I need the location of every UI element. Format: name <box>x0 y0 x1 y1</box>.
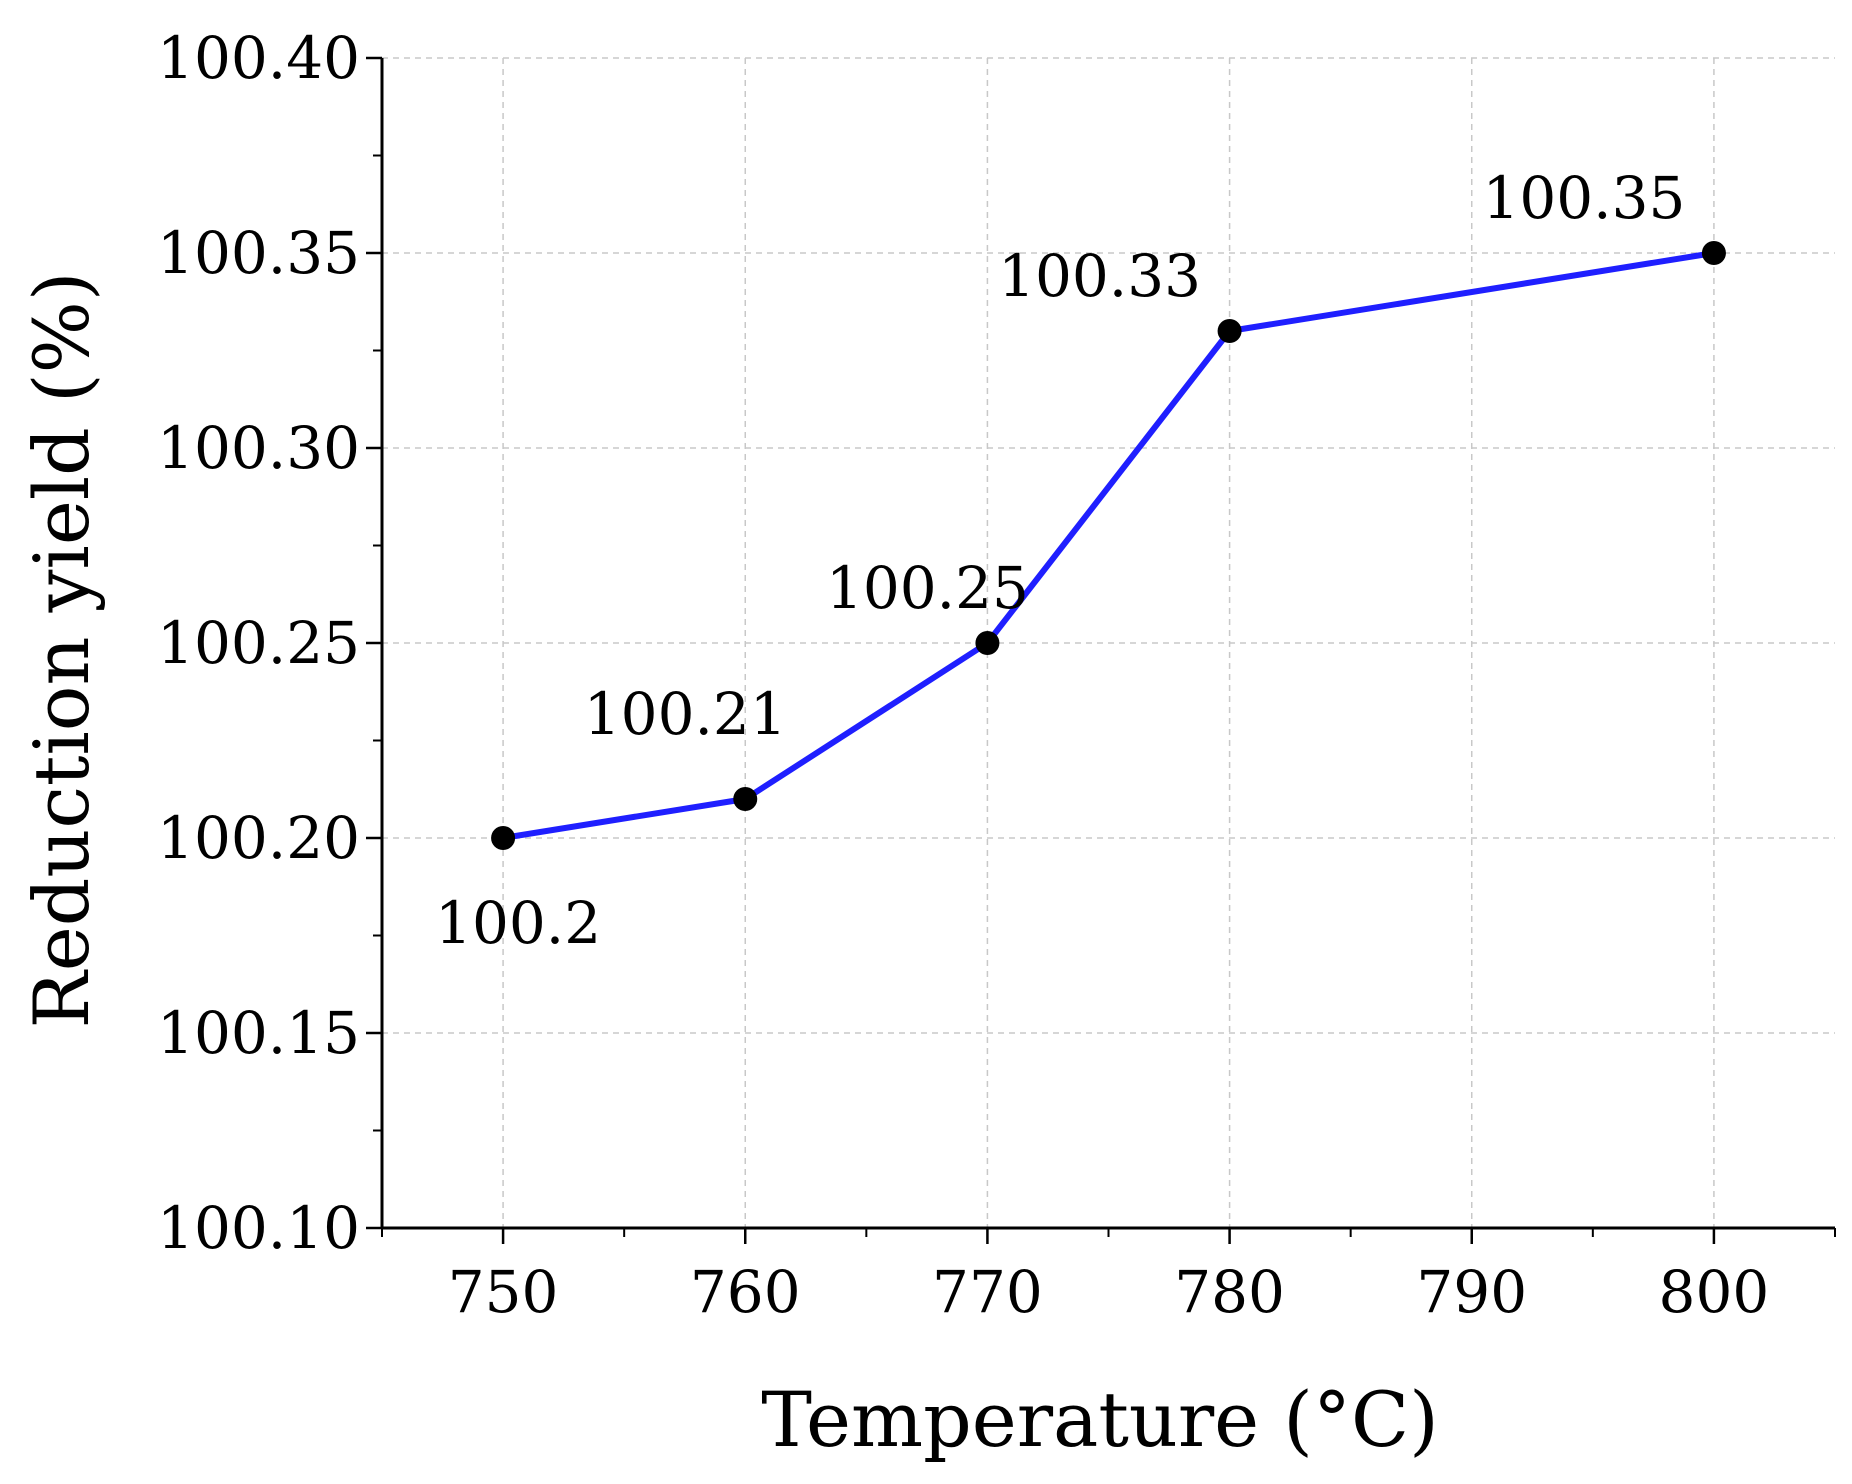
x-tick-label: 760 <box>690 1258 801 1326</box>
y-tick-label: 100.15 <box>157 999 360 1067</box>
data-point <box>733 787 757 811</box>
series-layer <box>491 241 1726 850</box>
y-tick-label: 100.40 <box>157 24 360 92</box>
data-point <box>1218 319 1242 343</box>
series-line <box>503 253 1714 838</box>
x-tick-label: 770 <box>932 1258 1043 1326</box>
x-axis-title: Temperature (°C) <box>761 1375 1439 1464</box>
y-axis-title: Reduction yield (%) <box>17 272 106 1029</box>
y-tick-label: 100.20 <box>157 804 360 872</box>
data-label: 100.2 <box>435 889 601 957</box>
data-label: 100.21 <box>584 680 787 748</box>
x-tick-label: 790 <box>1416 1258 1527 1326</box>
y-tick-label: 100.30 <box>157 414 360 482</box>
data-point <box>975 631 999 655</box>
y-tick-label: 100.35 <box>157 219 360 287</box>
x-tick-label: 800 <box>1659 1258 1770 1326</box>
data-label: 100.25 <box>826 554 1029 622</box>
line-chart: 100.10 100.15 100.20 100.25 100.30 100.35 100.… <box>0 0 1852 1484</box>
tick-marks <box>366 58 1835 1244</box>
data-label: 100.35 <box>1482 164 1685 232</box>
data-label: 100.33 <box>998 242 1201 310</box>
y-tick-label: 100.25 <box>157 609 360 677</box>
data-point <box>1702 241 1726 265</box>
grid-lines <box>382 58 1835 1228</box>
x-tick-label: 750 <box>448 1258 559 1326</box>
x-tick-label: 780 <box>1174 1258 1285 1326</box>
y-tick-label: 100.10 <box>157 1194 360 1262</box>
data-point <box>491 826 515 850</box>
